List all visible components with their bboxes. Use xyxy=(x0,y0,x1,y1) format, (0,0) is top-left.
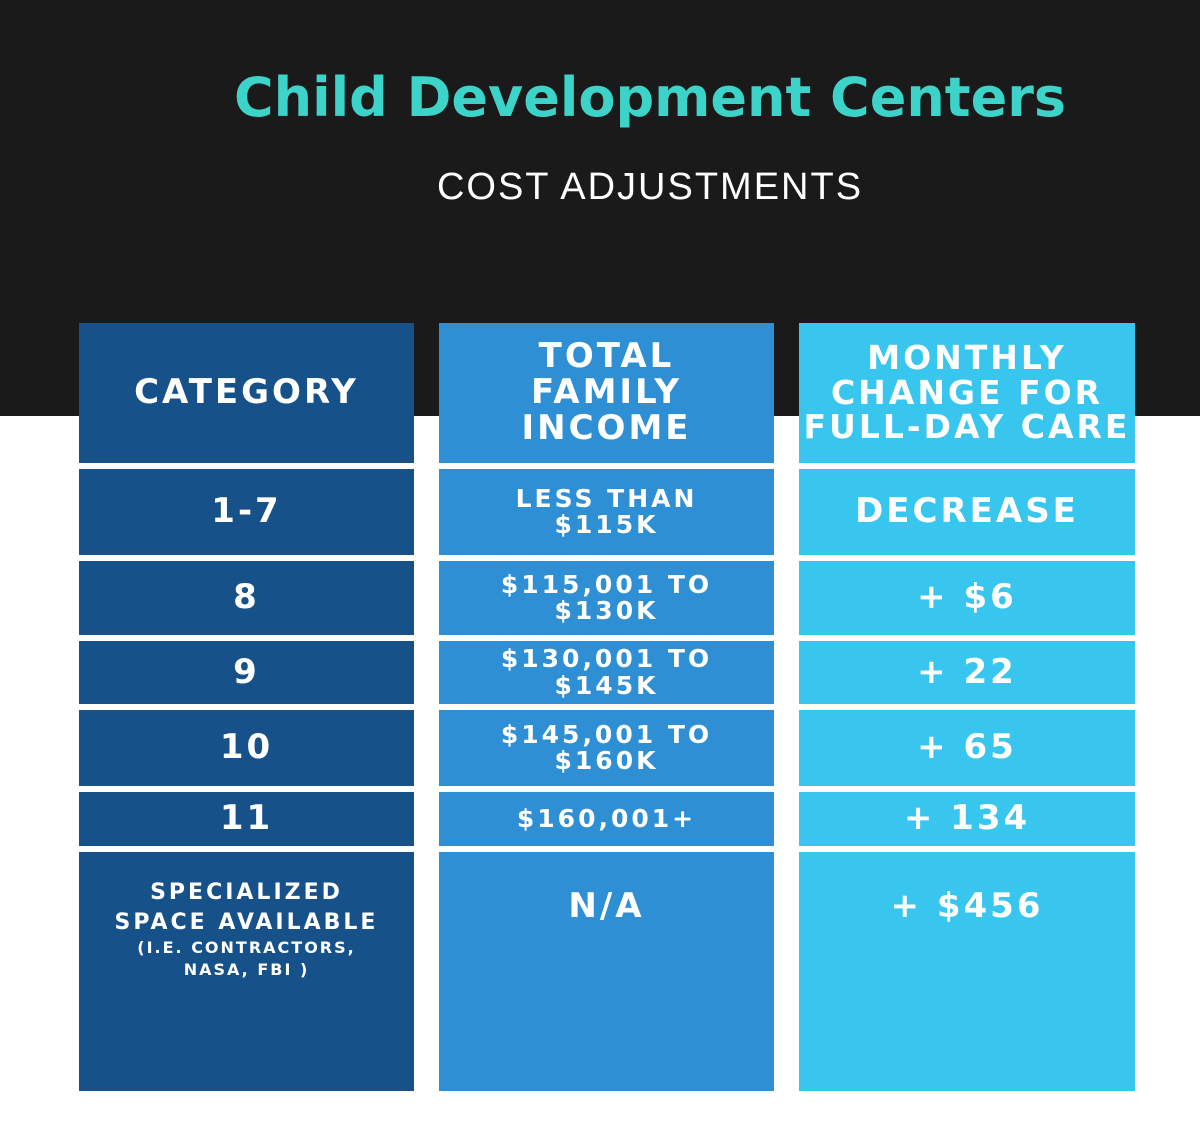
header-category-label: CATEGORY xyxy=(134,372,359,413)
category-value: 8 xyxy=(233,577,260,618)
category-cell-specialized: SPECIALIZED SPACE AVAILABLE (I.E. CONTRA… xyxy=(79,852,414,1091)
category-value: 1-7 xyxy=(211,491,282,532)
income-line-2: $130K xyxy=(554,596,659,625)
income-cell: $115,001 TO $130K xyxy=(439,561,774,635)
header-change-line-3: FULL-DAY CARE xyxy=(803,407,1131,447)
category-note-line-2: NASA, FBI ) xyxy=(183,959,310,979)
income-line-2: $115K xyxy=(554,510,659,539)
header-change-line-2: CHANGE FOR xyxy=(830,372,1104,412)
category-value: 9 xyxy=(233,651,260,692)
income-line-2: $160K xyxy=(554,746,659,775)
category-specialized-line-2: SPACE AVAILABLE xyxy=(114,909,379,935)
change-value: DECREASE xyxy=(855,491,1079,532)
change-cell: + 134 xyxy=(799,792,1135,846)
change-value: + 134 xyxy=(903,798,1031,839)
category-specialized-line-1: SPECIALIZED xyxy=(150,880,343,905)
income-cell: LESS THAN $115K xyxy=(439,469,774,555)
income-line-1: $115,001 TO xyxy=(500,569,713,599)
income-cell: N/A xyxy=(439,852,774,1091)
income-line-1: LESS THAN xyxy=(515,483,698,513)
income-line-1: $130,001 TO xyxy=(500,644,713,674)
change-value: + $456 xyxy=(890,886,1044,926)
change-value: + $6 xyxy=(917,577,1017,618)
category-value: 11 xyxy=(219,798,274,839)
income-line-1: $160,001+ xyxy=(516,803,697,833)
category-value: 10 xyxy=(219,727,274,768)
income-cell: $145,001 TO $160K xyxy=(439,710,774,786)
category-cell: 10 xyxy=(79,710,414,786)
change-cell: + 22 xyxy=(799,641,1135,704)
header-income-line-3: INCOME xyxy=(521,407,692,448)
income-line-1: $145,001 TO xyxy=(500,719,713,749)
income-value: N/A xyxy=(568,886,645,926)
category-cell: 8 xyxy=(79,561,414,635)
category-cell: 9 xyxy=(79,641,414,704)
income-cell: $160,001+ xyxy=(439,792,774,846)
change-cell: + 65 xyxy=(799,710,1135,786)
page-title: Child Development Centers xyxy=(234,66,1066,129)
header-income-line-1: TOTAL xyxy=(538,336,675,377)
header-income: TOTAL FAMILY INCOME xyxy=(439,323,774,463)
header-income-line-2: FAMILY xyxy=(530,372,683,413)
category-cell: 11 xyxy=(79,792,414,846)
change-value: + 65 xyxy=(917,727,1017,768)
header-category: CATEGORY xyxy=(79,323,414,463)
income-line-2: $145K xyxy=(554,670,659,700)
header-monthly-change: MONTHLY CHANGE FOR FULL-DAY CARE xyxy=(799,323,1135,463)
change-value: + 22 xyxy=(917,651,1017,692)
page-subtitle: COST ADJUSTMENTS xyxy=(436,166,864,208)
change-cell: + $6 xyxy=(799,561,1135,635)
change-cell: DECREASE xyxy=(799,469,1135,555)
category-cell: 1-7 xyxy=(79,469,414,555)
change-cell: + $456 xyxy=(799,852,1135,1091)
income-cell: $130,001 TO $145K xyxy=(439,641,774,704)
header-change-line-1: MONTHLY xyxy=(867,338,1067,378)
category-note-line-1: (I.E. CONTRACTORS, xyxy=(137,938,356,958)
